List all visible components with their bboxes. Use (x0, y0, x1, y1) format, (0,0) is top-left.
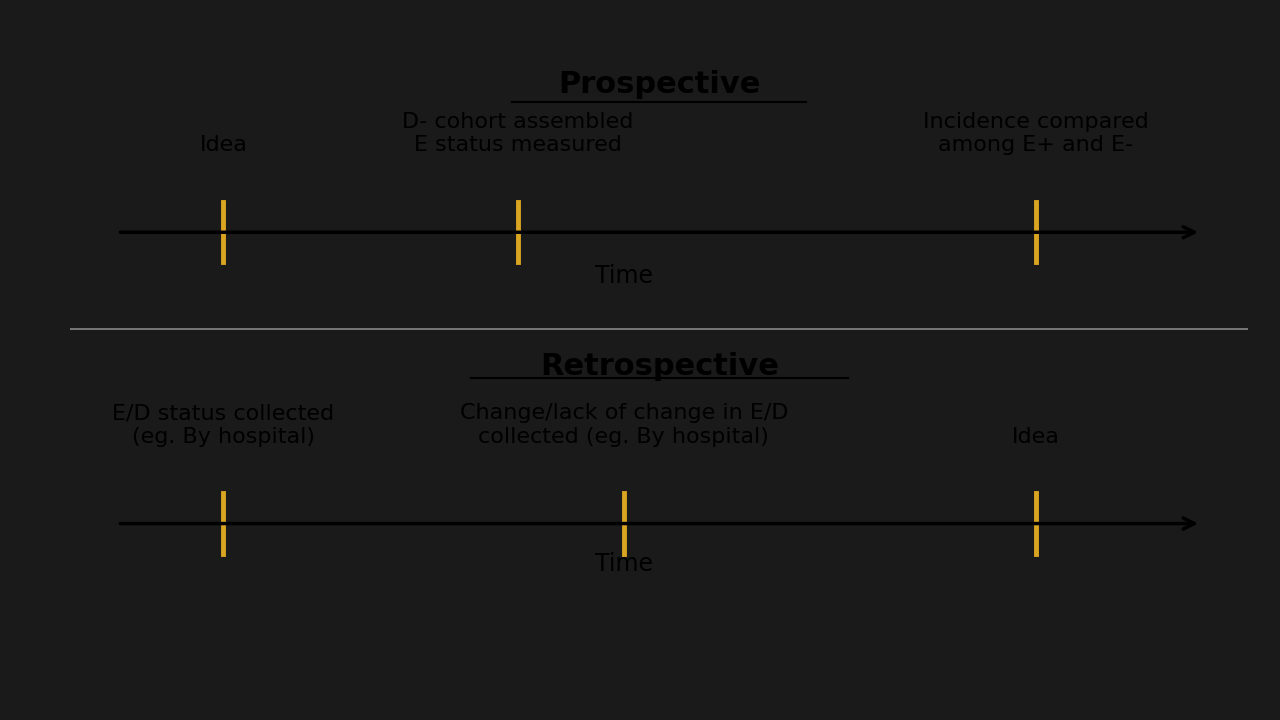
Text: Change/lack of change in E/D
collected (eg. By hospital): Change/lack of change in E/D collected (… (460, 403, 788, 446)
Text: Time: Time (595, 264, 653, 288)
Text: Idea: Idea (1012, 426, 1060, 446)
Text: Incidence compared
among E+ and E-: Incidence compared among E+ and E- (923, 112, 1149, 156)
Text: Retrospective: Retrospective (540, 351, 778, 381)
Text: D- cohort assembled
E status measured: D- cohort assembled E status measured (402, 112, 634, 156)
Text: E/D status collected
(eg. By hospital): E/D status collected (eg. By hospital) (113, 403, 334, 446)
Text: Prospective: Prospective (558, 71, 760, 99)
Text: Time: Time (595, 552, 653, 576)
Text: Idea: Idea (200, 135, 247, 156)
